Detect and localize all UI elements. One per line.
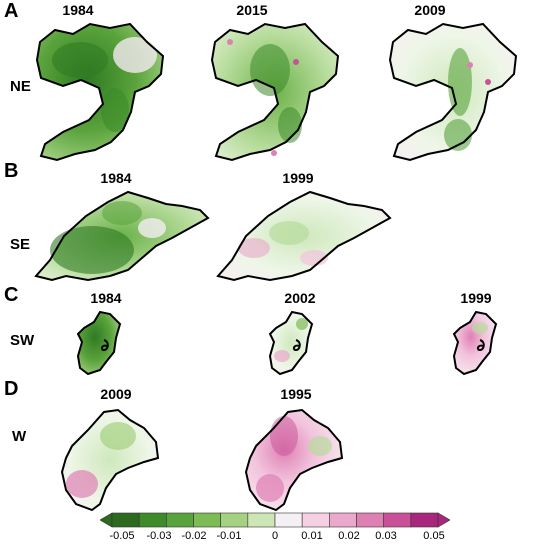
- panel-letter-d: D: [4, 378, 19, 400]
- map-se-1999: [216, 190, 392, 282]
- colorbar-swatch: [193, 512, 221, 528]
- year-label: 1984: [90, 290, 122, 306]
- region-label-sw: SW: [10, 332, 35, 349]
- map-ne-2009: [388, 22, 518, 162]
- map-ne-2015: [210, 22, 340, 162]
- panel-letter-c: C: [4, 284, 19, 306]
- year-label: 1999: [460, 290, 492, 306]
- colorbar-tick: 0.05: [423, 530, 445, 542]
- colorbar-swatch: [356, 512, 384, 528]
- year-label: 1984: [100, 170, 132, 186]
- colorbar-swatch: [247, 512, 276, 528]
- year-label: 1999: [282, 170, 314, 186]
- region-label-se: SE: [10, 236, 31, 253]
- colorbar-tick: -0.05: [109, 530, 135, 542]
- colorbar-tick: -0.03: [146, 530, 172, 542]
- map-sw-1984: [76, 310, 122, 376]
- colorbar-tick: -0.02: [181, 530, 207, 542]
- year-label: 2015: [236, 2, 268, 18]
- colorbar-swatch: [274, 512, 303, 528]
- panel-letter-b: B: [4, 160, 19, 182]
- map-sw-1999: [452, 310, 498, 376]
- colorbar-swatch: [220, 512, 249, 528]
- year-label: 2009: [100, 386, 132, 402]
- year-label: 2002: [284, 290, 316, 306]
- colorbar-tick: 0: [271, 530, 279, 542]
- colorbar-tick: 0.03: [375, 530, 397, 542]
- region-label-ne: NE: [10, 78, 31, 95]
- colorbar-swatch: [329, 512, 357, 528]
- map-sw-2002: [268, 310, 314, 376]
- map-w-2009: [60, 408, 160, 512]
- colorbar-swatch: [383, 512, 412, 528]
- map-se-1984: [34, 190, 210, 282]
- year-label: 1995: [280, 386, 312, 402]
- colorbar-tick: -0.01: [216, 530, 242, 542]
- year-label: 2009: [414, 2, 446, 18]
- colorbar-swatch: [410, 512, 439, 528]
- colorbar: [100, 512, 450, 528]
- colorbar-swatch: [166, 512, 194, 528]
- year-label: 1984: [62, 2, 94, 18]
- map-ne-1984: [35, 22, 165, 162]
- region-label-w: W: [12, 428, 27, 445]
- colorbar-swatch: [111, 512, 140, 528]
- colorbar-swatch: [301, 512, 330, 528]
- panel-letter-a: A: [4, 0, 19, 22]
- colorbar-swatch: [138, 512, 167, 528]
- colorbar-tick: 0.02: [338, 530, 360, 542]
- colorbar-tick: 0.01: [301, 530, 323, 542]
- map-w-1995: [244, 408, 344, 512]
- colorbar-high-arrow: [437, 512, 450, 528]
- colorbar-low-arrow: [100, 512, 113, 528]
